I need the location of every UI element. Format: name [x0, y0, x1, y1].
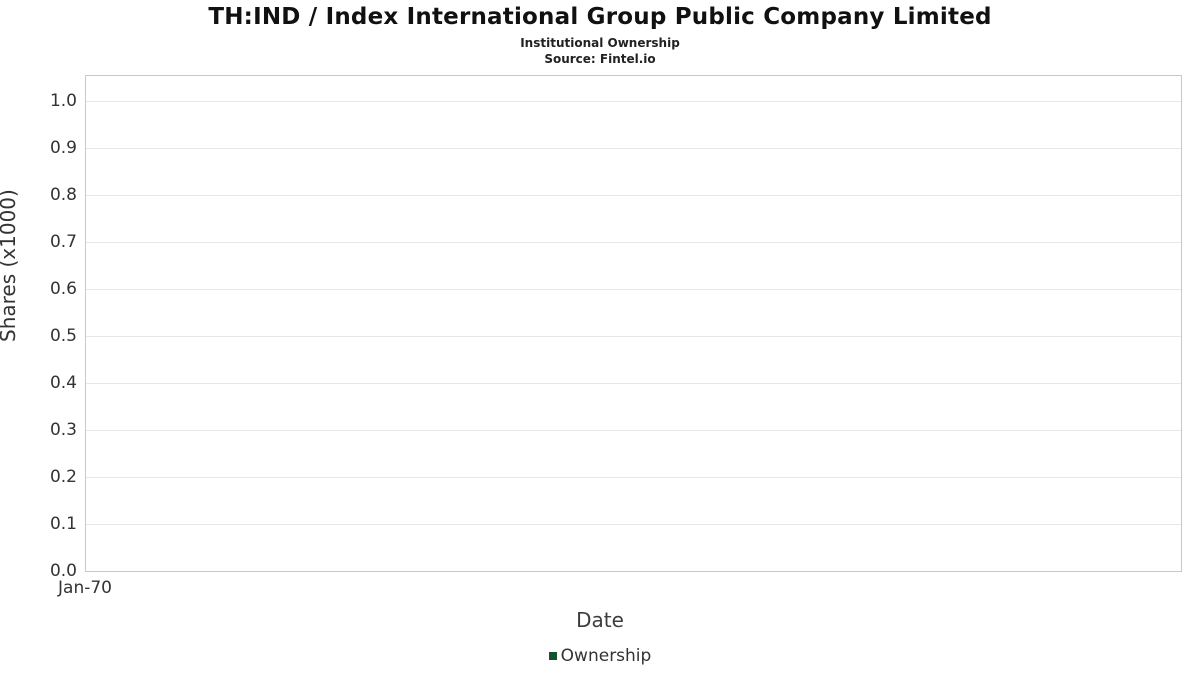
gridline-0.3 [86, 430, 1181, 432]
gridline-0.6 [86, 288, 1181, 290]
y-axis-title: Shares (x1000) [0, 189, 20, 342]
legend: Ownership [0, 646, 1200, 666]
y-tick-0.7: 0.7 [49, 232, 77, 253]
y-tick-0.2: 0.2 [49, 466, 77, 487]
gridline-0.8 [86, 194, 1181, 196]
y-tick-0.9: 0.9 [49, 138, 77, 159]
y-tick-0.8: 0.8 [49, 184, 77, 205]
plot-area: 1.0 0.9 0.8 0.7 0.6 0.5 0.4 0.3 0.2 0.1 … [50, 75, 1182, 581]
gridline-0.4 [86, 382, 1181, 384]
y-axis-title-text: Shares (x1000) [0, 189, 20, 342]
chart-title: TH:IND / Index International Group Publi… [208, 4, 992, 30]
y-tick-1.0: 1.0 [49, 90, 77, 111]
legend-swatch-ownership [548, 652, 557, 660]
gridline-0.5 [86, 336, 1181, 338]
chart-subtitle: Institutional Ownership [520, 36, 680, 50]
y-tick-0.4: 0.4 [49, 372, 77, 393]
gridline-0.1 [86, 524, 1181, 526]
y-tick-0.5: 0.5 [49, 326, 77, 347]
gridline-0.7 [86, 242, 1181, 244]
y-tick-0.1: 0.1 [49, 514, 77, 535]
gridline-0.9 [86, 148, 1181, 150]
chart-source: Source: Fintel.io [544, 52, 656, 66]
x-axis-title: Date [576, 608, 624, 632]
y-tick-0.6: 0.6 [49, 278, 77, 299]
gridline-0.2 [86, 476, 1181, 478]
x-tick-jan-70: Jan-70 [58, 578, 112, 598]
legend-label-ownership: Ownership [560, 646, 652, 666]
y-tick-0.0: 0.0 [49, 561, 77, 581]
y-tick-0.3: 0.3 [49, 420, 77, 441]
gridline-1.0 [86, 100, 1181, 102]
